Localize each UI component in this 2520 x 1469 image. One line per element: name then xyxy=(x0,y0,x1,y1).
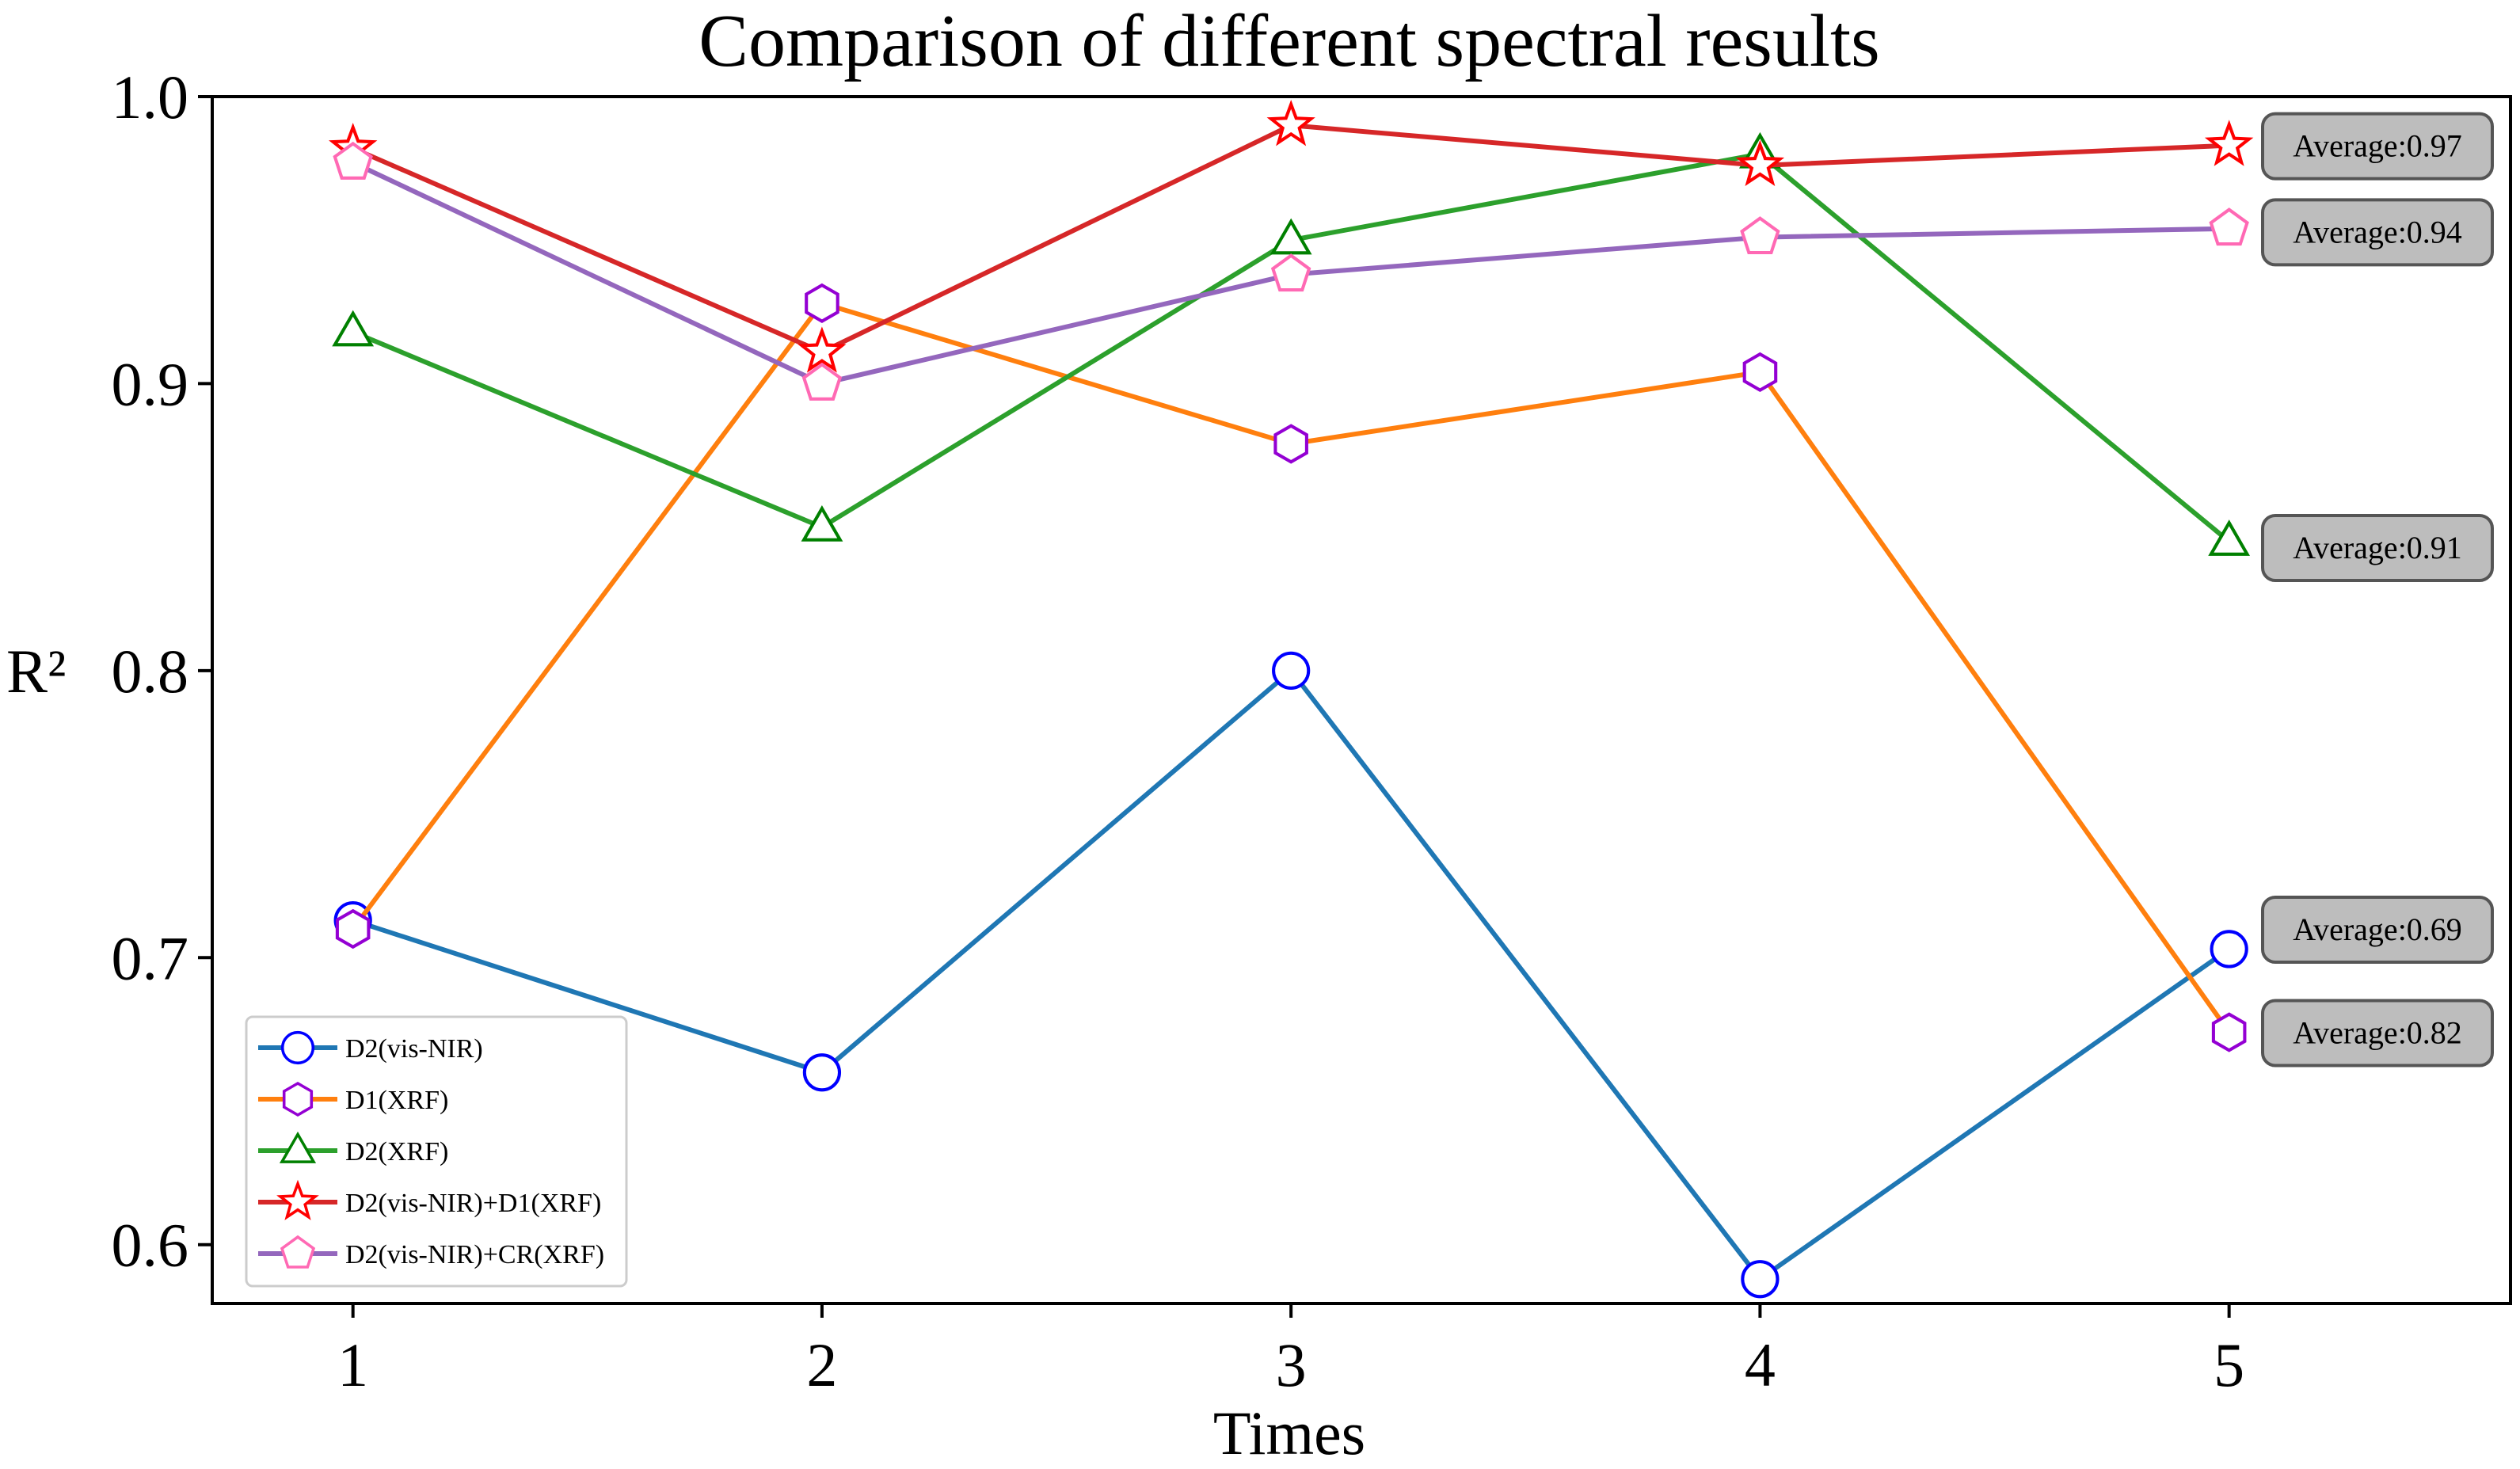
data-point xyxy=(1741,1260,1780,1299)
series-layer xyxy=(329,99,2254,1299)
data-point xyxy=(1270,253,1311,292)
x-tick-label: 5 xyxy=(2214,1330,2244,1399)
annotation-label: Average:0.91 xyxy=(2293,530,2462,565)
annotation-box xyxy=(2261,198,2494,267)
legend-label: D1(XRF) xyxy=(345,1086,448,1115)
legend-marker xyxy=(282,1081,314,1117)
data-point xyxy=(1735,139,1785,187)
y-axis: 0.6 0.7 0.8 0.9 1.0 xyxy=(112,63,212,1280)
average-annotation: Average:0.69 xyxy=(2261,896,2494,965)
chart-title: Comparison of different spectral results xyxy=(699,0,1879,82)
annotation-label: Average:0.82 xyxy=(2293,1015,2462,1051)
data-point xyxy=(332,310,375,347)
x-axis-label: Times xyxy=(1213,1399,1365,1467)
y-tick-label: 0.6 xyxy=(112,1211,189,1280)
x-tick-label: 1 xyxy=(337,1330,368,1399)
data-point xyxy=(1273,424,1308,464)
legend-frame xyxy=(245,1015,628,1288)
legend-label: D2(vis-NIR)+D1(XRF) xyxy=(345,1189,601,1218)
legend-items: D2(vis-NIR) D1(XRF) D2(XRF) D2(vis-NIR)+D1(… xyxy=(258,1030,604,1269)
annotation-box xyxy=(2261,896,2494,965)
data-point xyxy=(2210,930,2248,969)
legend: D2(vis-NIR) D1(XRF) D2(XRF) D2(vis-NIR)+D1(… xyxy=(245,1015,628,1288)
y-axis-label: R² xyxy=(6,637,66,706)
y-tick-label: 0.9 xyxy=(112,349,189,418)
data-point xyxy=(335,908,371,950)
annotation-label: Average:0.69 xyxy=(2293,911,2462,947)
average-annotation: Average:0.82 xyxy=(2261,999,2494,1067)
data-point xyxy=(801,362,843,401)
legend-item: D1(XRF) xyxy=(258,1081,448,1117)
legend-item: D2(vis-NIR)+D1(XRF) xyxy=(258,1179,601,1220)
data-point xyxy=(797,326,847,373)
data-point xyxy=(2204,120,2254,166)
average-annotation: Average:0.91 xyxy=(2261,514,2494,583)
data-point xyxy=(2211,1012,2247,1052)
data-point xyxy=(2209,207,2249,246)
y-tick-label: 0.8 xyxy=(112,637,189,706)
data-point xyxy=(801,505,843,542)
legend-marker xyxy=(276,1179,319,1220)
average-annotation: Average:0.97 xyxy=(2261,112,2494,181)
annotation-label: Average:0.94 xyxy=(2293,214,2462,249)
data-point xyxy=(2208,519,2251,556)
legend-item: D2(XRF) xyxy=(258,1131,448,1166)
data-point xyxy=(1742,352,1778,393)
average-annotation: Average:0.94 xyxy=(2261,198,2494,267)
legend-item: D2(vis-NIR)+CR(XRF) xyxy=(258,1235,604,1269)
data-point xyxy=(333,141,373,180)
average-annotations: Average:0.69 Average:0.82 Average:0.91 Aver… xyxy=(2261,112,2494,1067)
x-tick-label: 3 xyxy=(1276,1330,1307,1399)
data-point xyxy=(1272,651,1311,690)
x-tick-label: 4 xyxy=(1745,1330,1776,1399)
data-point xyxy=(1270,218,1312,255)
plot-frame xyxy=(211,95,2512,1305)
data-point xyxy=(805,283,839,324)
data-point xyxy=(1740,216,1780,255)
legend-marker xyxy=(280,1235,316,1269)
data-point xyxy=(1266,99,1315,147)
annotation-box xyxy=(2261,514,2494,583)
x-tick-label: 2 xyxy=(806,1330,837,1399)
y-tick-label: 1.0 xyxy=(112,63,189,131)
annotation-box xyxy=(2261,999,2494,1067)
annotation-label: Average:0.97 xyxy=(2293,128,2462,164)
x-axis: 1 2 3 4 5 xyxy=(337,1303,2244,1399)
legend-label: D2(vis-NIR)+CR(XRF) xyxy=(345,1240,604,1269)
annotation-box xyxy=(2261,112,2494,181)
series-5 xyxy=(333,141,2249,401)
y-tick-label: 0.7 xyxy=(112,923,189,992)
legend-label: D2(XRF) xyxy=(345,1137,448,1166)
legend-marker xyxy=(280,1030,315,1065)
legend-label: D2(vis-NIR) xyxy=(345,1034,483,1064)
legend-marker xyxy=(279,1131,317,1163)
legend-item: D2(vis-NIR) xyxy=(258,1030,483,1065)
series-2 xyxy=(335,283,2247,1052)
data-point xyxy=(802,1053,842,1092)
